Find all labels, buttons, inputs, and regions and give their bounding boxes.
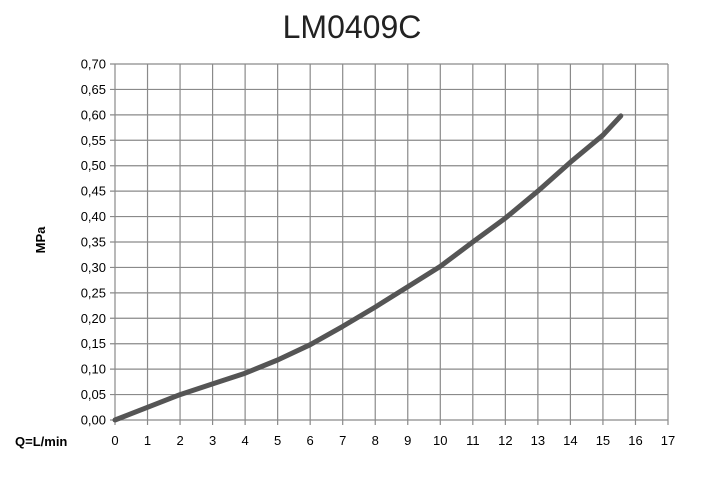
y-tick-label: 0,20 <box>81 311 106 326</box>
x-tick-label: 12 <box>498 433 512 448</box>
grid <box>110 63 669 425</box>
x-tick-label: 9 <box>404 433 411 448</box>
y-tick-label: 0,10 <box>81 362 106 377</box>
y-tick-label: 0,55 <box>81 133 106 148</box>
y-tick-label: 0,15 <box>81 336 106 351</box>
x-tick-label: 4 <box>242 433 249 448</box>
y-tick-label: 0,60 <box>81 107 106 122</box>
x-tick-label: 7 <box>339 433 346 448</box>
chart-title: LM0409C <box>283 9 422 45</box>
y-tick-label: 0,50 <box>81 158 106 173</box>
y-tick-label: 0,05 <box>81 387 106 402</box>
y-tick-label: 0,35 <box>81 235 106 250</box>
x-tick-label: 11 <box>466 433 480 448</box>
x-tick-label: 17 <box>661 433 675 448</box>
x-tick-label: 3 <box>209 433 216 448</box>
x-tick-labels: 0 1 2 3 4 5 6 7 8 9 10 11 12 13 14 15 16 17 <box>111 433 675 448</box>
x-axis-label: Q=L/min <box>15 434 67 449</box>
x-tick-label: 1 <box>144 433 151 448</box>
x-tick-label: 8 <box>372 433 379 448</box>
y-tick-label: 0,25 <box>81 285 106 300</box>
y-tick-label: 0,65 <box>81 82 106 97</box>
y-tick-label: 0,30 <box>81 260 106 275</box>
x-tick-label: 16 <box>628 433 642 448</box>
y-axis-label: MPa <box>33 226 48 254</box>
x-tick-label: 15 <box>596 433 610 448</box>
y-tick-label: 0,45 <box>81 184 106 199</box>
series-line <box>112 113 624 423</box>
series-group <box>112 113 624 423</box>
x-tick-label: 5 <box>274 433 281 448</box>
x-tick-label: 0 <box>111 433 118 448</box>
y-tick-label: 0,70 <box>81 57 106 72</box>
y-tick-label: 0,00 <box>81 413 106 428</box>
y-tick-label: 0,40 <box>81 209 106 224</box>
x-tick-label: 14 <box>563 433 577 448</box>
x-tick-label: 6 <box>307 433 314 448</box>
x-tick-label: 2 <box>176 433 183 448</box>
x-tick-label: 10 <box>433 433 447 448</box>
x-tick-label: 13 <box>531 433 545 448</box>
y-tick-labels: 0,00 0,05 0,10 0,15 0,20 0,25 0,30 0,35 0,40 0,45… <box>81 57 106 428</box>
